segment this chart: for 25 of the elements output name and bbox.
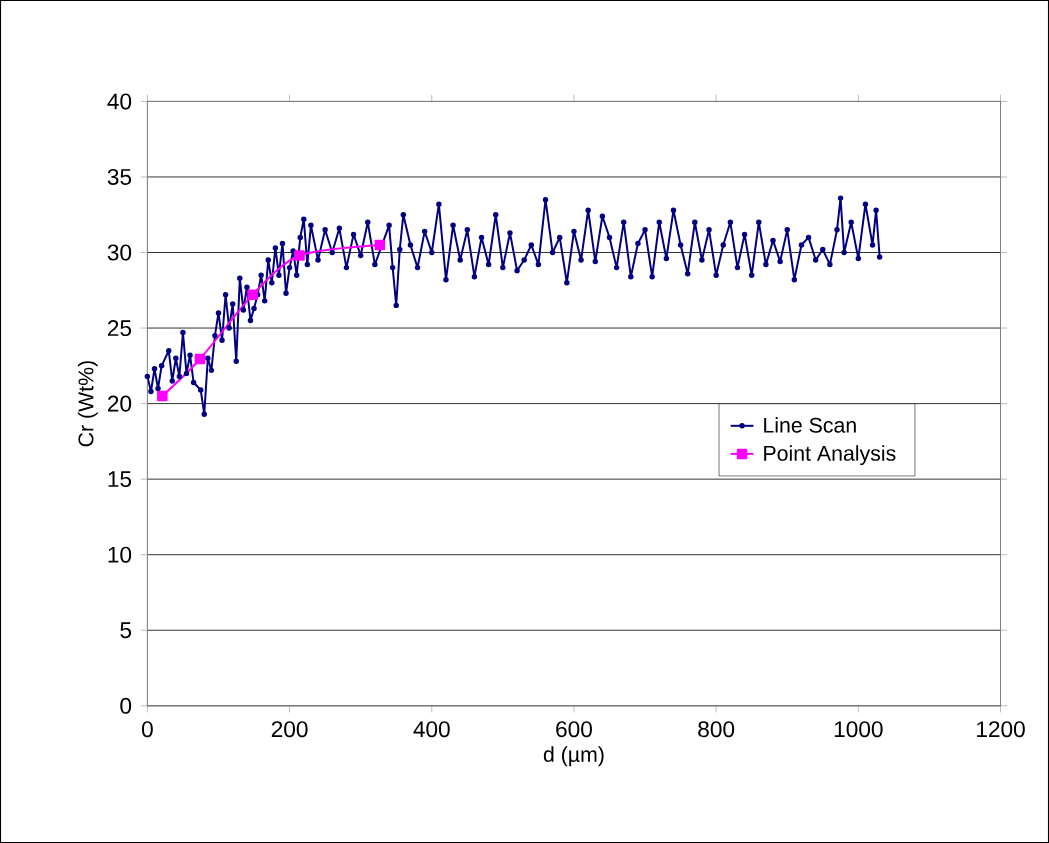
x-tick-label: 800: [698, 721, 735, 738]
x-tick-label: 400: [413, 721, 450, 738]
point: [157, 390, 168, 402]
x-tick-label: 600: [556, 721, 592, 738]
point: [294, 250, 305, 261]
y-tick-label: 15: [108, 471, 132, 487]
y-tick-label: 5: [120, 622, 132, 639]
point: [247, 289, 258, 300]
legend-label: Point Analysis: [764, 445, 896, 465]
x-tick-label: 1200: [977, 721, 1025, 738]
y-tick-label: 0: [120, 697, 132, 714]
y-tick-label: 35: [107, 168, 132, 185]
x-tick-label: 1000: [834, 721, 883, 738]
point: [194, 353, 206, 365]
x-tick-label: 0: [141, 721, 153, 738]
y-tick-label: 30: [107, 244, 132, 261]
x-axis-title: d (µm): [543, 746, 604, 767]
x-tick-label: 200: [271, 721, 308, 738]
legend-label: Line Scan: [764, 417, 856, 433]
y-tick-label: 10: [108, 546, 132, 563]
point: [374, 239, 386, 251]
y-axis-title: Cr (Wt%): [77, 361, 98, 447]
y-tick-label: 40: [107, 93, 132, 110]
y-tick-label: 25: [107, 319, 132, 336]
y-tick-label: 20: [107, 395, 132, 412]
